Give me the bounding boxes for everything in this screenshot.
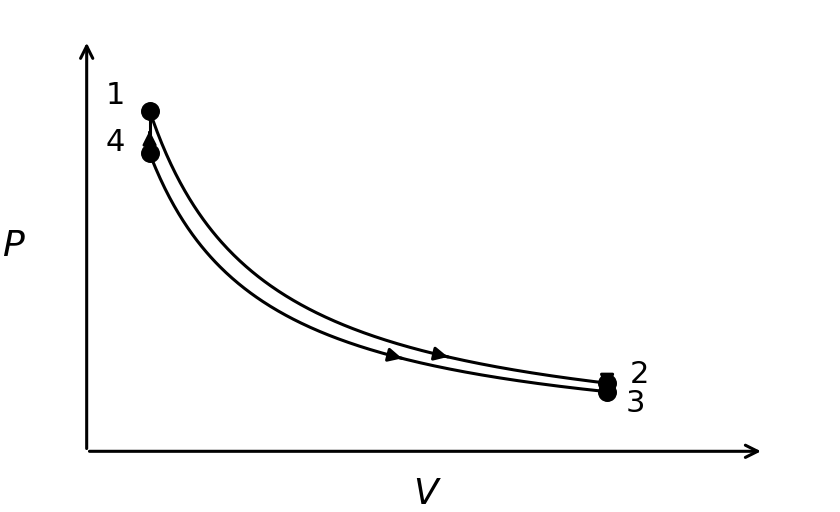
Text: V: V xyxy=(412,477,438,511)
Text: 3: 3 xyxy=(626,389,645,418)
Point xyxy=(143,149,156,157)
Point xyxy=(143,106,156,115)
Text: 1: 1 xyxy=(106,81,125,110)
Point xyxy=(601,379,614,387)
Text: 4: 4 xyxy=(106,128,125,157)
Text: 2: 2 xyxy=(629,360,648,389)
Text: P: P xyxy=(2,229,24,263)
Point xyxy=(601,388,614,396)
